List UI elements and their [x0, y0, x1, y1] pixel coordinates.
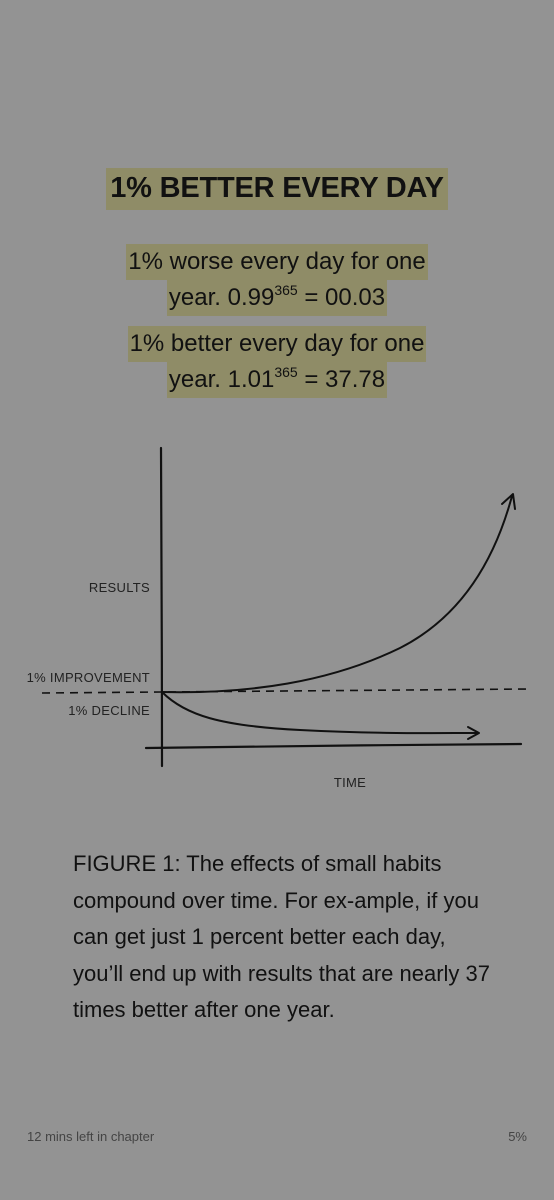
figure-caption[interactable]: FIGURE 1: The effects of small habits co… [73, 851, 491, 1022]
improvement-curve [161, 495, 513, 694]
exponent: 365 [274, 364, 298, 380]
statement-worse-line1[interactable]: 1% worse every day for one [126, 244, 428, 280]
baseline-dashed [41, 688, 529, 694]
heading-highlight[interactable]: 1% BETTER EVERY DAY [106, 168, 448, 210]
x-axis-label: TIME [334, 775, 366, 790]
exponent: 365 [274, 282, 298, 298]
statement-worse-line2[interactable]: year. 0.99365 = 00.03 [166, 280, 388, 316]
decline-label: 1% DECLINE [68, 703, 150, 718]
statement-better: 1% better every day for one year. 1.0136… [0, 326, 554, 398]
reading-progress: 5% [508, 1129, 527, 1144]
chapter-time-left: 12 mins left in chapter [27, 1129, 155, 1144]
statement-better-line2[interactable]: year. 1.01365 = 37.78 [166, 362, 388, 398]
y-axis [159, 446, 164, 768]
decline-arrowhead [467, 726, 480, 740]
statement-better-line1[interactable]: 1% better every day for one [127, 326, 427, 362]
x-axis [144, 742, 523, 750]
section-heading: 1% BETTER EVERY DAY [0, 168, 554, 210]
y-axis-label: RESULTS [89, 580, 150, 595]
decline-curve [161, 691, 479, 735]
improvement-label: 1% IMPROVEMENT [27, 670, 150, 685]
compound-growth-figure: RESULTS 1% IMPROVEMENT 1% DECLINE TIME [27, 446, 529, 790]
improvement-arrowhead [501, 493, 516, 510]
statement-worse: 1% worse every day for one year. 0.99365… [0, 244, 554, 316]
